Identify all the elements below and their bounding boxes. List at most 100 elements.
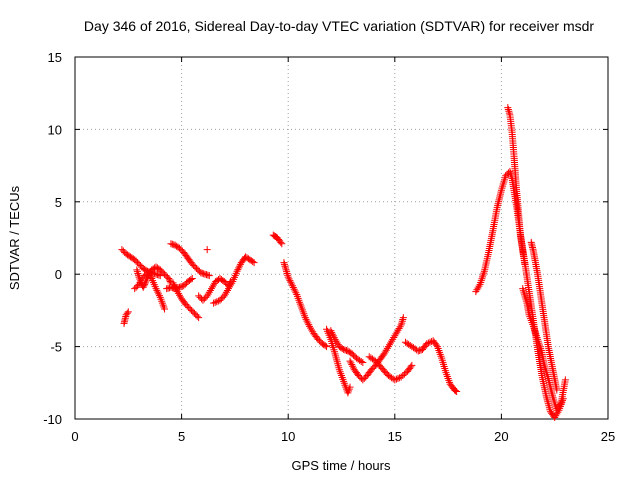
data-point <box>504 104 512 112</box>
data-point <box>233 267 241 275</box>
data-point <box>394 374 402 382</box>
series-arc11 <box>269 231 286 248</box>
data-point <box>180 282 188 290</box>
x-tick-label: 15 <box>388 429 402 444</box>
y-tick-label: -5 <box>50 340 62 355</box>
data-point <box>188 306 196 314</box>
data-point <box>177 246 185 254</box>
chart-title: Day 346 of 2016, Sidereal Day-to-day VTE… <box>84 18 594 34</box>
data-point <box>552 412 560 420</box>
data-point <box>158 267 166 275</box>
data-point <box>423 340 431 348</box>
data-point <box>280 259 288 267</box>
data-point <box>308 326 316 334</box>
data-point <box>132 257 140 265</box>
data-point <box>480 269 488 277</box>
data-point <box>381 348 389 356</box>
data-point <box>217 295 225 303</box>
data-point <box>398 317 406 325</box>
data-point <box>385 341 393 349</box>
data-point <box>169 279 177 287</box>
data-point <box>191 263 199 271</box>
data-point <box>347 359 355 367</box>
data-point <box>284 271 292 279</box>
data-point <box>432 341 440 349</box>
data-point <box>473 286 481 294</box>
data-point <box>236 262 244 270</box>
data-point <box>348 350 356 358</box>
data-point <box>210 281 218 289</box>
data-point <box>346 383 354 391</box>
data-point <box>331 335 339 343</box>
data-point <box>153 286 161 294</box>
data-point <box>387 339 395 347</box>
data-point <box>393 328 401 336</box>
data-point <box>389 335 397 343</box>
data-point <box>479 271 487 279</box>
data-point <box>394 326 402 334</box>
data-point <box>288 282 296 290</box>
data-point <box>139 273 147 281</box>
data-point <box>216 296 224 304</box>
data-point <box>307 324 315 332</box>
data-point <box>281 262 289 270</box>
data-point <box>250 259 258 267</box>
data-point <box>286 277 294 285</box>
x-tick-label: 0 <box>71 429 78 444</box>
y-tick-label: 15 <box>48 50 62 65</box>
data-point <box>133 268 141 276</box>
data-point <box>161 270 169 278</box>
data-point <box>278 240 286 248</box>
data-point <box>305 321 313 329</box>
data-point <box>234 266 242 274</box>
data-point <box>453 387 461 395</box>
data-point <box>475 282 483 290</box>
x-tick-label: 10 <box>281 429 295 444</box>
data-point <box>154 288 162 296</box>
data-point <box>188 260 196 268</box>
data-point <box>288 280 296 288</box>
data-point <box>193 264 201 272</box>
data-point <box>226 283 234 291</box>
data-point <box>328 328 336 336</box>
data-point <box>223 286 231 294</box>
data-point <box>200 295 208 303</box>
data-point <box>195 292 203 300</box>
data-point <box>315 337 323 345</box>
data-point <box>367 366 375 374</box>
data-point <box>346 357 354 365</box>
series-arc5 <box>167 240 213 280</box>
series-arc10 <box>210 253 258 307</box>
data-point <box>136 262 144 270</box>
data-point <box>561 376 569 384</box>
data-point <box>205 272 213 280</box>
series-arc8 <box>203 246 211 254</box>
data-point <box>118 246 126 254</box>
data-point <box>327 327 335 335</box>
data-point <box>388 337 396 345</box>
data-point <box>408 361 416 369</box>
data-point <box>131 256 139 264</box>
data-point <box>555 403 563 411</box>
data-point <box>391 332 399 340</box>
data-point <box>134 269 142 277</box>
data-point <box>399 372 407 380</box>
data-point <box>531 328 539 336</box>
data-point <box>348 361 356 369</box>
data-point <box>396 323 404 331</box>
data-point <box>187 276 195 284</box>
series-arc20 <box>519 285 569 414</box>
data-point <box>221 290 229 298</box>
data-point <box>166 277 174 285</box>
data-point <box>359 359 367 367</box>
x-tick-label: 20 <box>494 429 508 444</box>
data-point <box>285 275 293 283</box>
data-point <box>220 292 228 300</box>
data-point <box>329 332 337 340</box>
data-point <box>521 260 529 268</box>
grid-lines <box>75 57 608 419</box>
data-point <box>209 283 217 291</box>
data-point <box>397 321 405 329</box>
data-point <box>397 373 405 381</box>
data-point <box>181 280 189 288</box>
